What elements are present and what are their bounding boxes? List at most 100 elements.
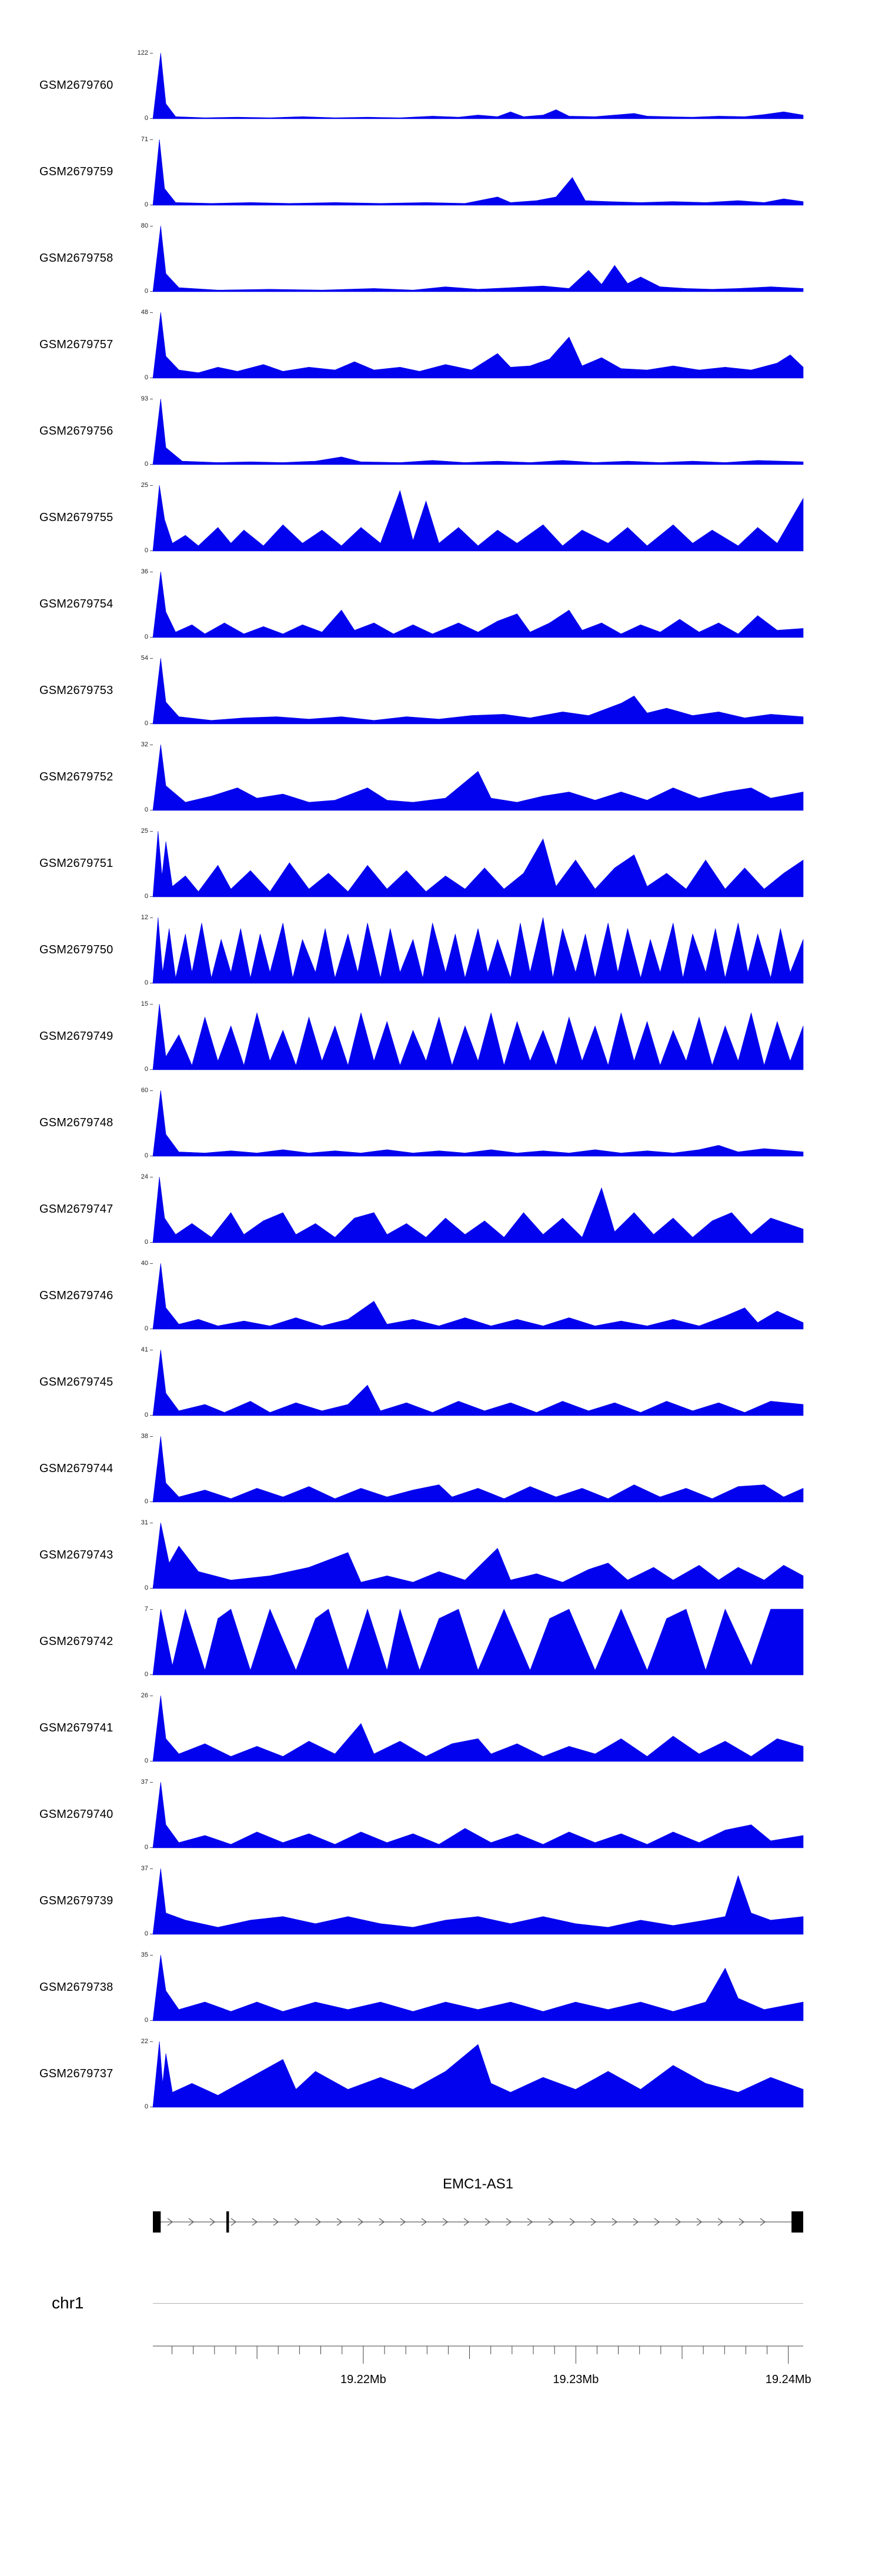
coverage-area: [152, 1868, 804, 1935]
track-row: GSM2679741 26 0: [0, 1692, 882, 1782]
strand-arrow-icon: [633, 2218, 639, 2226]
track-label: GSM2679756: [39, 425, 113, 438]
track-plot: 93 0: [141, 395, 804, 468]
track-plot: 26 0: [141, 1692, 804, 1764]
coverage-area: [152, 1003, 804, 1070]
track-plot: 15 0: [141, 1000, 804, 1073]
track-label: GSM2679747: [39, 1203, 113, 1216]
track-ymin-label: 0: [144, 633, 148, 640]
track-plot: 37 0: [141, 1865, 804, 1937]
coverage-area: [152, 225, 804, 292]
strand-arrow-icon: [379, 2218, 385, 2226]
strand-arrow-icon: [675, 2218, 681, 2226]
coverage-plot: [152, 1522, 804, 1589]
coverage-plot: [152, 917, 804, 984]
coverage-area: [152, 139, 804, 206]
coverage-plot: [152, 1608, 804, 1676]
track-row: GSM2679745 41 0: [0, 1346, 882, 1436]
tracks: GSM2679760 122 0 GSM2679759 71 0 GSM2679758 80 0…: [0, 49, 882, 2128]
strand-arrow-icon: [442, 2218, 449, 2226]
track-ymax-label: 40: [141, 1260, 148, 1267]
track-ymax-label: 54: [141, 655, 148, 662]
coverage-plot: [152, 1263, 804, 1330]
track-ymax-label: 26: [141, 1692, 148, 1699]
coverage-plot: [152, 2041, 804, 2108]
strand-arrow-icon: [188, 2218, 195, 2226]
track-label: GSM2679758: [39, 252, 113, 265]
track-plot: 48 0: [141, 309, 804, 381]
track-ymax-label: 7: [144, 1606, 148, 1613]
track-plot: 122 0: [138, 49, 804, 122]
track-plot: 41 0: [141, 1346, 804, 1419]
coverage-plot: [152, 830, 804, 897]
coverage-area: [152, 485, 804, 552]
axis-tick-top: [150, 1263, 153, 1264]
coverage-area: [152, 744, 804, 811]
coverage-plot: [152, 485, 804, 552]
track-plot: 35 0: [141, 1951, 804, 2024]
coverage-plot: [152, 1349, 804, 1416]
coverage-area: [152, 1781, 804, 1848]
strand-arrow-icon: [315, 2218, 322, 2226]
track-row: GSM2679756 93 0: [0, 395, 882, 485]
coverage-plot: [152, 52, 804, 119]
track-ymax-label: 35: [141, 1951, 148, 1958]
coverage-area: [152, 52, 804, 119]
track-ymin-label: 0: [144, 1325, 148, 1332]
chromosome-label: chr1: [52, 2294, 84, 2312]
axis-tick-top: [150, 1090, 153, 1091]
strand-arrow-icon: [463, 2218, 470, 2226]
strand-arrow-icon: [654, 2218, 660, 2226]
ruler-tick-label: 19.24Mb: [766, 2373, 811, 2386]
track-ymin-label: 0: [144, 1498, 148, 1505]
track-label: GSM2679754: [39, 598, 113, 610]
track-plot: 40 0: [141, 1260, 804, 1332]
track-plot: 32 0: [141, 741, 804, 813]
track-plot: 12 0: [141, 914, 804, 986]
track-ymax-label: 37: [141, 1778, 148, 1786]
track-plot: 24 0: [141, 1173, 804, 1246]
track-plot: 36 0: [141, 568, 804, 640]
track-plot: 25 0: [141, 827, 804, 900]
coverage-area: [152, 658, 804, 725]
track-plot: 38 0: [141, 1433, 804, 1505]
coverage-area: [152, 1263, 804, 1330]
strand-arrow-icon: [548, 2218, 554, 2226]
track-row: GSM2679742 7 0: [0, 1606, 882, 1696]
track-row: GSM2679759 71 0: [0, 136, 882, 226]
exon-box: [226, 2211, 229, 2233]
track-ymin-label: 0: [144, 806, 148, 813]
track-ymax-label: 48: [141, 309, 148, 316]
track-plot: 22 0: [141, 2038, 804, 2110]
axis-tick-bottom: [150, 1588, 153, 1589]
coverage-area: [152, 1176, 804, 1243]
track-ymax-label: 37: [141, 1865, 148, 1872]
axis-tick-bottom: [150, 1674, 153, 1675]
axis-tick-bottom: [150, 637, 153, 638]
axis-tick-top: [150, 831, 153, 832]
strand-arrow-icon: [167, 2218, 173, 2226]
axis-tick-top: [150, 1609, 153, 1610]
coverage-plot: [152, 1003, 804, 1070]
coverage-area: [152, 312, 804, 379]
track-label: GSM2679749: [39, 1030, 113, 1043]
track-plot: 54 0: [141, 655, 804, 727]
axis-tick-top: [150, 1004, 153, 1005]
track-ymax-label: 41: [141, 1346, 148, 1353]
track-row: GSM2679738 35 0: [0, 1951, 882, 2041]
track-ymin-label: 0: [144, 1844, 148, 1851]
track-plot: 37 0: [141, 1778, 804, 1851]
track-label: GSM2679760: [39, 79, 113, 92]
coverage-plot: [152, 225, 804, 292]
track-ymin-label: 0: [144, 1412, 148, 1419]
track-row: GSM2679746 40 0: [0, 1260, 882, 1350]
track-row: GSM2679760 122 0: [0, 49, 882, 139]
coverage-plot: [152, 1781, 804, 1848]
track-label: GSM2679742: [39, 1635, 113, 1648]
axis-tick-top: [150, 1955, 153, 1956]
coverage-area: [152, 1608, 804, 1676]
track-ymin-label: 0: [144, 2103, 148, 2110]
track-ymin-label: 0: [144, 374, 148, 381]
ruler-tick-label: 19.22Mb: [340, 2373, 386, 2386]
